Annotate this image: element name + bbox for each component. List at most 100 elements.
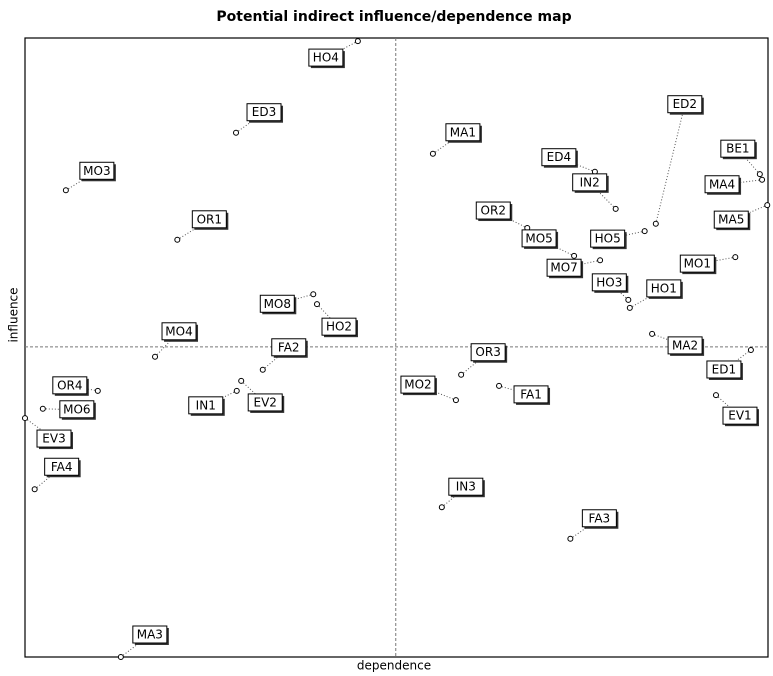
label-box	[667, 336, 703, 355]
label-box	[259, 294, 295, 313]
point-label: HO5	[595, 232, 621, 246]
point-label: FA1	[520, 387, 542, 401]
point-label: MA1	[450, 125, 476, 139]
label-box	[572, 173, 608, 192]
label-box	[541, 148, 577, 167]
point	[39, 405, 46, 412]
leader-line	[731, 204, 768, 221]
label-box	[79, 161, 115, 180]
label-box	[308, 48, 344, 67]
point	[597, 257, 604, 264]
point-label: EV2	[253, 395, 276, 409]
label-box	[246, 103, 282, 122]
point-label: EV3	[42, 432, 65, 446]
point-label: MO3	[83, 164, 110, 178]
label-box	[191, 210, 227, 229]
y-axis-label: influence	[7, 287, 21, 342]
point-label: FA4	[51, 460, 73, 474]
point	[626, 304, 633, 311]
point	[496, 382, 503, 389]
point-label: OR3	[475, 345, 500, 359]
point	[458, 371, 465, 378]
label-box	[720, 139, 756, 158]
point	[641, 228, 648, 235]
point	[233, 129, 240, 136]
point	[612, 205, 619, 212]
label-box	[704, 175, 740, 194]
point	[313, 301, 320, 308]
point	[117, 654, 124, 660]
leader-line	[558, 157, 596, 173]
point-label: MO4	[165, 324, 192, 338]
point-label: OR1	[197, 212, 222, 226]
point-label: OR2	[481, 204, 506, 218]
point	[567, 535, 574, 542]
point-label: IN3	[456, 480, 476, 494]
point	[649, 330, 656, 337]
plot-frame	[24, 37, 769, 658]
point	[732, 254, 739, 261]
label-box	[321, 317, 357, 336]
chart-title: Potential indirect influence/dependence …	[216, 9, 571, 25]
leader-line	[697, 256, 736, 265]
point-label: MO5	[525, 231, 552, 245]
leader-line	[715, 394, 741, 417]
point	[759, 176, 766, 183]
point-label: FA2	[278, 340, 300, 354]
point	[747, 346, 754, 353]
label-box	[52, 376, 88, 395]
point-label: MA2	[672, 338, 698, 352]
label-box	[667, 95, 703, 114]
point-label: MO2	[404, 378, 431, 392]
point-label: ED2	[673, 97, 697, 111]
leader-line	[493, 210, 528, 229]
point	[354, 38, 361, 45]
label-box	[521, 229, 557, 248]
leader-line	[417, 384, 457, 401]
point-label: OR4	[57, 378, 82, 392]
point	[174, 236, 181, 243]
label-box	[445, 123, 481, 142]
label-box	[448, 477, 484, 496]
leader-line	[316, 303, 340, 328]
point	[62, 187, 69, 194]
label-box	[271, 338, 307, 357]
point	[625, 296, 632, 303]
label-box	[470, 343, 506, 362]
point	[233, 387, 240, 394]
point	[31, 486, 38, 493]
point-label: FA3	[589, 511, 611, 525]
point-label: MA3	[137, 628, 163, 642]
point	[22, 415, 28, 422]
point	[152, 353, 159, 360]
point	[259, 366, 266, 373]
label-box	[188, 396, 224, 415]
label-box	[44, 457, 80, 476]
label-box	[59, 400, 95, 419]
point	[571, 252, 578, 259]
label-box	[679, 254, 715, 273]
point-label: EV1	[728, 409, 751, 423]
label-box	[132, 625, 168, 644]
point	[94, 387, 101, 394]
point-label: IN2	[580, 175, 600, 189]
point	[652, 220, 659, 227]
point-label: BE1	[726, 142, 749, 156]
x-axis-label: dependence	[357, 659, 431, 673]
point	[452, 397, 459, 404]
label-box	[590, 229, 626, 248]
point	[764, 202, 771, 209]
label-box	[36, 429, 72, 448]
point	[712, 392, 719, 399]
point	[438, 504, 445, 511]
leader-line	[538, 238, 575, 257]
leader-line	[629, 288, 665, 309]
label-box	[247, 393, 283, 412]
label-box	[513, 385, 549, 404]
label-box	[646, 279, 682, 298]
point-label: MA5	[718, 213, 744, 227]
label-box	[591, 273, 627, 292]
leader-line	[655, 104, 686, 224]
label-box	[400, 375, 436, 394]
